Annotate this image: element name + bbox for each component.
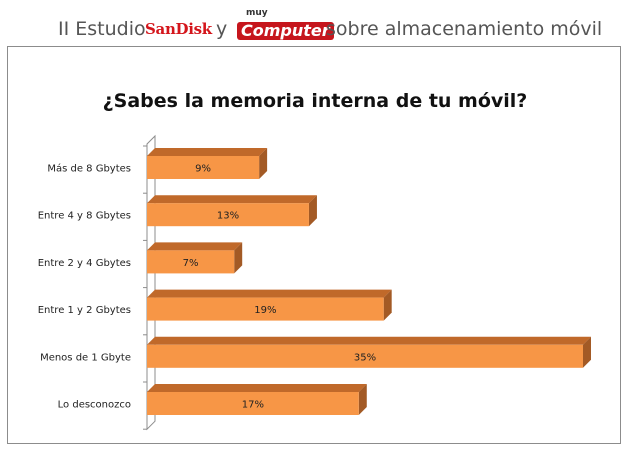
bar-side-face	[234, 242, 243, 274]
category-label: Menos de 1 Gbyte	[40, 352, 131, 363]
category-label: Más de 8 Gbytes	[47, 163, 131, 175]
header-suffix: sobre almacenamiento móvil	[326, 18, 603, 40]
bar	[147, 297, 384, 321]
chart-frame	[7, 46, 621, 444]
bar	[147, 250, 235, 274]
bar-top-face	[147, 195, 317, 204]
category-label: Entre 1 y 2 Gbytes	[38, 305, 131, 316]
bar	[147, 203, 309, 227]
chart-title: ¿Sabes la memoria interna de tu móvil?	[102, 90, 528, 112]
data-label: 19%	[254, 305, 276, 316]
bar-top-face	[147, 242, 243, 251]
bar-side-face	[259, 148, 268, 179]
bar	[147, 156, 260, 179]
data-label: 7%	[183, 258, 199, 269]
page-header: II Estudio SanDisk y muy Computer sobre …	[0, 0, 630, 44]
category-label: Entre 4 y 8 Gbytes	[38, 211, 131, 222]
muycomputer-logo-small: muy	[246, 8, 268, 18]
bar	[147, 344, 583, 368]
bar-top-face	[147, 148, 268, 156]
data-label: 35%	[354, 352, 376, 363]
muycomputer-logo: Computer	[237, 22, 334, 40]
bar-side-face	[358, 384, 367, 415]
header-connector: y	[216, 18, 228, 40]
bar-side-face	[583, 336, 591, 368]
bar-top-face	[147, 384, 367, 392]
data-label: 9%	[195, 164, 211, 175]
category-label: Lo desconozco	[58, 400, 131, 411]
bar-side-face	[308, 195, 317, 227]
bar	[147, 392, 359, 415]
data-label: 17%	[242, 400, 264, 411]
bar-top-face	[147, 336, 591, 345]
data-label: 13%	[217, 211, 239, 222]
header-prefix: II Estudio	[58, 18, 146, 40]
category-label: Entre 2 y 4 Gbytes	[38, 258, 131, 269]
sandisk-logo: SanDisk	[145, 20, 212, 38]
bar-top-face	[147, 289, 392, 298]
bar-side-face	[383, 289, 392, 321]
